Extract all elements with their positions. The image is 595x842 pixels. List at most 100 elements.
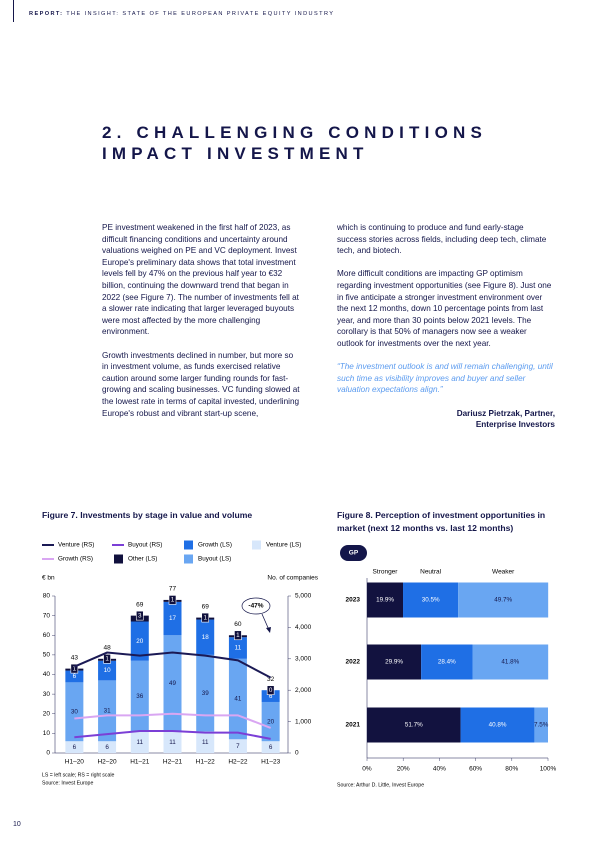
x-tick-label: H1–21 [130,759,150,766]
bar-value-label: 18 [202,634,210,641]
bar-value-label: 28.4% [438,659,456,666]
badge [340,545,367,561]
label-box [201,612,210,623]
y-tick-label: 30 [43,691,51,698]
bar-segment [163,731,182,753]
bar-value-label: 1 [171,597,175,604]
y-tick-label: 40 [43,671,51,678]
x-tick-label: 40% [433,766,446,773]
bar-value-label: 20 [136,638,144,645]
y2-axis-label: No. of companies [267,575,318,582]
bar-value-label: 17 [169,615,177,622]
bar-segment [367,644,422,680]
bar-value-label: 1 [105,655,109,662]
bar-segment [228,637,247,659]
bar-segment [460,707,535,743]
header: REPORT: THE INSIGHT: STATE OF THE EUROPE… [29,11,334,17]
bar-value-label: 1 [236,632,240,639]
legend-swatch [252,540,261,550]
y-tick-label: 10 [43,730,51,737]
bar-value-label: 19.9% [376,597,394,604]
bar-value-label: 10 [104,667,112,674]
y2-tick-label: 1,000 [295,718,312,725]
y-tick-label: 50 [43,652,51,659]
title-line: 2. CHALLENGING CONDITIONS [102,123,488,142]
y-tick-label: 70 [43,612,51,619]
y-axis-label: € bn [42,575,55,582]
annotation-bubble [241,597,271,615]
figure-title: Figure 8. Perception of investment oppor… [337,510,546,533]
line-series [73,651,272,679]
annotation-arrowhead [266,627,271,633]
bar-value-label: 30 [71,708,79,715]
bar-segment [228,739,247,753]
bar-value-label: 51.7% [405,722,423,729]
bar-value-label: 40.8% [489,722,507,729]
x-tick-label: H1–20 [65,759,85,766]
paragraph: PE investment weakened in the first half… [102,223,299,337]
bar-value-label: 29.9% [385,659,403,666]
right-column: which is continuing to produce and fund … [337,222,555,431]
legend-label: Other (LS) [128,556,157,563]
left-column: PE investment weakened in the first half… [102,222,300,431]
legend-swatch [114,554,123,564]
annotation: -47% [248,603,263,610]
total-label: 32 [267,676,275,683]
bar-value-label: 6 [269,744,273,751]
x-tick-label: H1–22 [196,759,216,766]
bar-segment [163,635,182,732]
x-tick-label: H2–20 [97,759,117,766]
bar-value-label: 31 [104,707,112,714]
bar-value-label: 30.5% [422,597,440,604]
label-box [70,663,79,674]
quote-author: Dariusz Pietrzak, Partner, [456,408,555,418]
bar-value-label: 3 [138,612,142,619]
total-label: 69 [136,601,144,608]
bar-value-label: 0 [269,687,273,694]
label-box [135,610,144,621]
legend-label: Venture (RS) [58,542,94,549]
page-number: 10 [13,821,21,828]
bar-segment [130,621,149,661]
bar-segment [421,644,473,680]
bar-segment [65,682,84,742]
figure-title: Figure 7. Investments by stage in value … [42,510,253,520]
series-label: Neutral [420,569,442,576]
category-label: 2021 [346,722,361,729]
y2-tick-label: 2,000 [295,687,312,694]
bar-segment [196,731,215,753]
quote-organization: Enterprise Investors [475,420,555,430]
y2-tick-label: 5,000 [295,593,312,600]
legend-swatch [184,554,193,564]
legend-label: Growth (LS) [198,542,232,549]
x-tick-label: H2–21 [163,759,183,766]
bar-segment [458,582,549,618]
x-tick-label: 80% [505,766,518,773]
annotation-arrow [261,613,270,631]
bar-segment [367,582,404,618]
bar-segment [196,619,215,655]
category-label: 2023 [346,597,361,604]
y-tick-label: 20 [43,710,51,717]
series-label: Weaker [492,569,515,576]
x-tick-label: H1–23 [261,759,281,766]
bar-segment [65,741,84,753]
label-box [103,653,111,664]
total-label: 69 [202,603,210,610]
x-tick-label: H2–22 [228,759,248,766]
bar-value-label: 11 [137,739,144,746]
bar-segment [98,741,117,753]
y-tick-label: 80 [43,593,51,600]
header-prefix: REPORT: [29,11,64,17]
category-label: 2022 [346,659,361,666]
bar-value-label: 6 [73,673,77,680]
bar-value-label: 41.8% [501,659,519,666]
bar-segment [196,654,215,732]
x-tick-label: 0% [362,766,372,773]
bar-value-label: 1 [203,614,207,621]
quote: “The investment outlook is and will rema… [337,362,553,395]
paragraph: Growth investments declined in number, b… [102,350,300,418]
bar-value-label: 6 [73,744,77,751]
bar-value-label: 20 [267,718,275,725]
